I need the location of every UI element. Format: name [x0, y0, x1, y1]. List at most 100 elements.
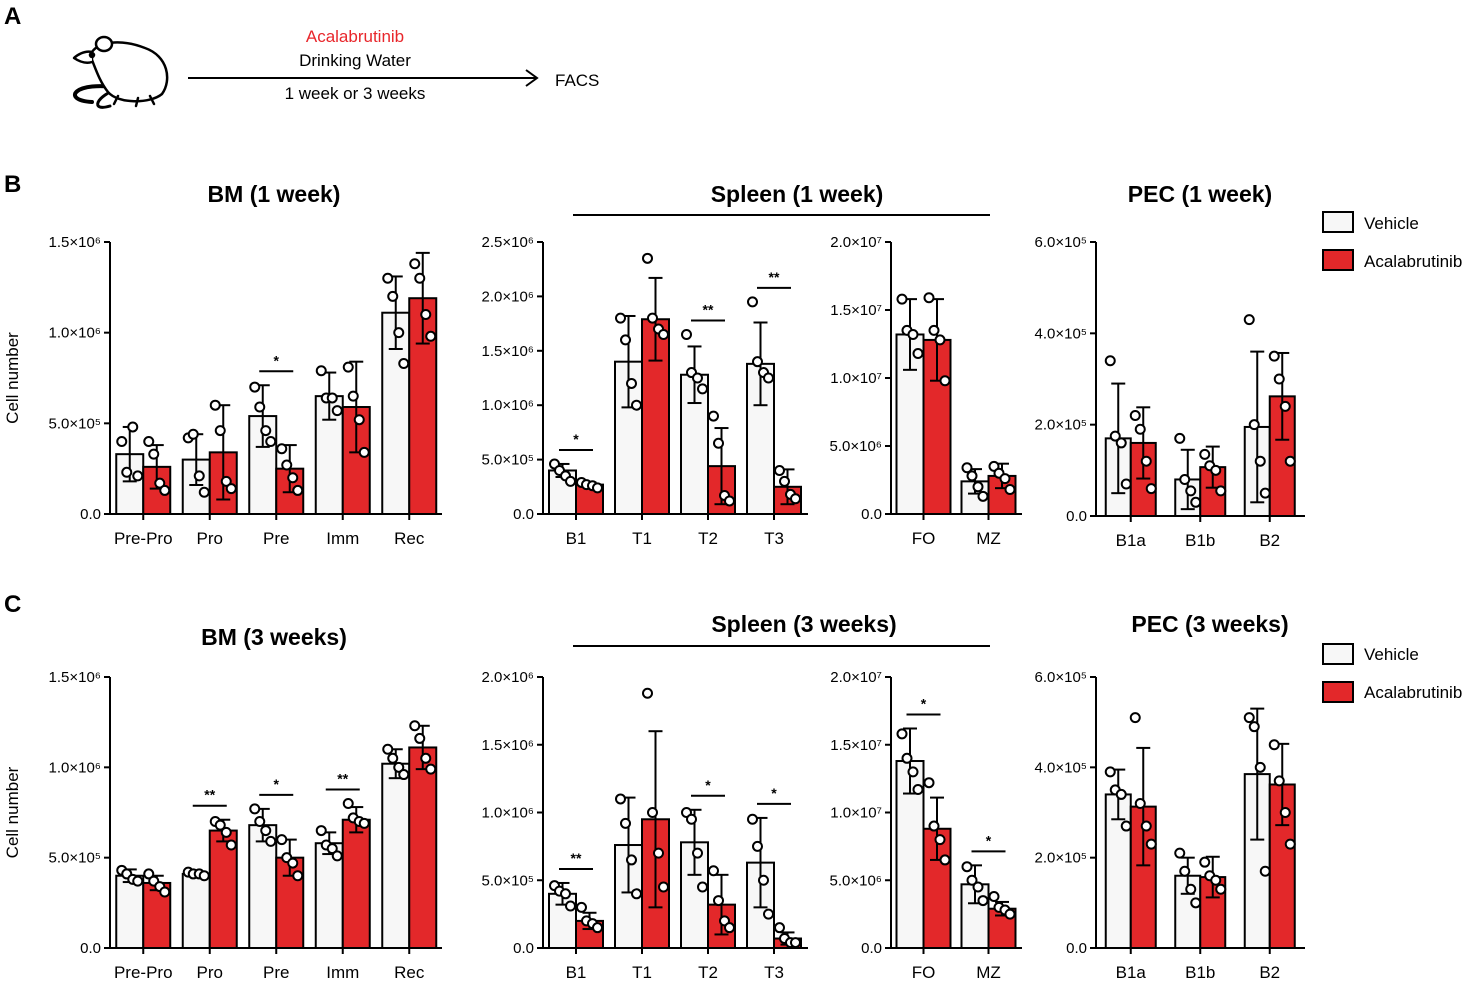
y-tick-label: 1.5×10⁶ [49, 234, 101, 251]
data-point [1109, 430, 1121, 442]
data-point [626, 854, 637, 866]
data-point [939, 854, 951, 866]
significance-marker: ** [703, 301, 714, 317]
data-point [565, 475, 576, 487]
x-tick-label: B1 [566, 963, 587, 982]
data-point [187, 428, 199, 440]
chart-title: PEC (1 week) [1128, 181, 1272, 207]
x-tick-label: B2 [1259, 963, 1280, 982]
data-point [790, 937, 801, 949]
data-point [934, 834, 946, 846]
data-point [326, 843, 338, 855]
data-point [790, 493, 801, 505]
data-point [1259, 865, 1271, 877]
data-point [1279, 807, 1291, 818]
data-point [708, 410, 719, 422]
data-point [1210, 874, 1222, 886]
data-point [1185, 883, 1197, 895]
x-tick-label: T1 [632, 963, 652, 982]
data-point [1210, 464, 1222, 476]
bar [408, 746, 438, 950]
data-point [214, 425, 226, 437]
y-tick-label: 6.0×10⁵ [1034, 669, 1087, 686]
data-point [420, 752, 432, 764]
data-point [281, 459, 293, 471]
data-point [713, 437, 724, 449]
data-point [934, 334, 946, 346]
data-point [331, 850, 343, 862]
x-tick-label: Rec [394, 529, 425, 548]
data-point [896, 728, 908, 740]
schematic-readout-label: FACS [555, 71, 599, 90]
legend-acalabrutinib-label: Acalabrutinib [1364, 683, 1462, 702]
data-point [1104, 766, 1116, 778]
data-point [565, 900, 576, 912]
x-tick-label: Pre [263, 963, 289, 982]
data-point [928, 324, 940, 336]
data-point [592, 482, 603, 494]
data-point [143, 868, 155, 880]
data-point [425, 763, 437, 775]
y-tick-label: 5.0×10⁵ [481, 452, 534, 469]
data-point [758, 874, 769, 886]
data-point [358, 817, 370, 829]
legend-acalabrutinib-swatch [1322, 681, 1354, 703]
y-tick-label: 4.0×10⁵ [1034, 325, 1087, 342]
chart-spleen-1-week-subsets: 0.0 5.0×10⁵ 1.0×10⁶ 1.5×10⁶ 2.0×10⁶ 2.5×10⁶ B1… [481, 234, 808, 548]
data-point [1140, 820, 1152, 832]
x-tick-label: Rec [394, 963, 425, 982]
x-tick-label: Pre-Pro [114, 963, 173, 982]
data-point [1004, 908, 1016, 920]
data-point [1129, 712, 1141, 724]
data-point [631, 888, 642, 900]
data-point [220, 475, 232, 487]
data-point [724, 922, 735, 934]
data-point [1145, 483, 1157, 495]
data-point [923, 777, 935, 789]
data-point [1004, 484, 1016, 496]
data-point [697, 881, 708, 893]
x-tick-label: Pro [197, 963, 223, 982]
data-point [907, 328, 919, 340]
chart-title: PEC (3 weeks) [1131, 611, 1288, 637]
y-tick-label: 0.0 [513, 940, 534, 957]
significance-marker: ** [769, 269, 780, 285]
panel-letter-a: A [4, 3, 21, 30]
x-tick-label: B1a [1116, 963, 1147, 982]
data-point [977, 895, 989, 907]
y-axis-label: Cell number [3, 766, 22, 858]
data-point [779, 475, 790, 487]
spleen-1w-title: Spleen (1 week) [711, 181, 884, 207]
y-tick-label: 2.0×10⁵ [1034, 850, 1087, 867]
data-point [961, 861, 973, 873]
data-point [631, 399, 642, 411]
data-point [1179, 473, 1191, 485]
data-point [620, 334, 631, 346]
x-tick-label: MZ [976, 963, 1001, 982]
y-tick-label: 1.0×10⁶ [49, 325, 101, 342]
data-point [907, 766, 919, 778]
data-point [1140, 455, 1152, 467]
significance-marker: * [573, 431, 579, 447]
significance-marker: * [705, 777, 711, 793]
data-point [342, 797, 354, 809]
data-point [642, 252, 653, 264]
data-point [763, 372, 774, 384]
y-tick-label: 0.0 [861, 940, 882, 957]
data-point [1115, 788, 1127, 800]
data-point [260, 825, 272, 837]
data-point [576, 901, 587, 913]
data-point [154, 477, 166, 489]
data-point [116, 435, 128, 447]
data-point [1145, 838, 1157, 850]
data-point [382, 272, 394, 284]
data-point [254, 401, 266, 413]
bar [181, 872, 211, 950]
data-point [198, 486, 210, 498]
data-point [265, 835, 277, 847]
data-point [143, 435, 155, 447]
data-point [1120, 478, 1132, 490]
data-point [1284, 838, 1296, 850]
chart-bm-3-weeks: BM (3 weeks) Cell number 0.0 5.0×10⁵ 1.0×10⁶… [3, 624, 442, 982]
